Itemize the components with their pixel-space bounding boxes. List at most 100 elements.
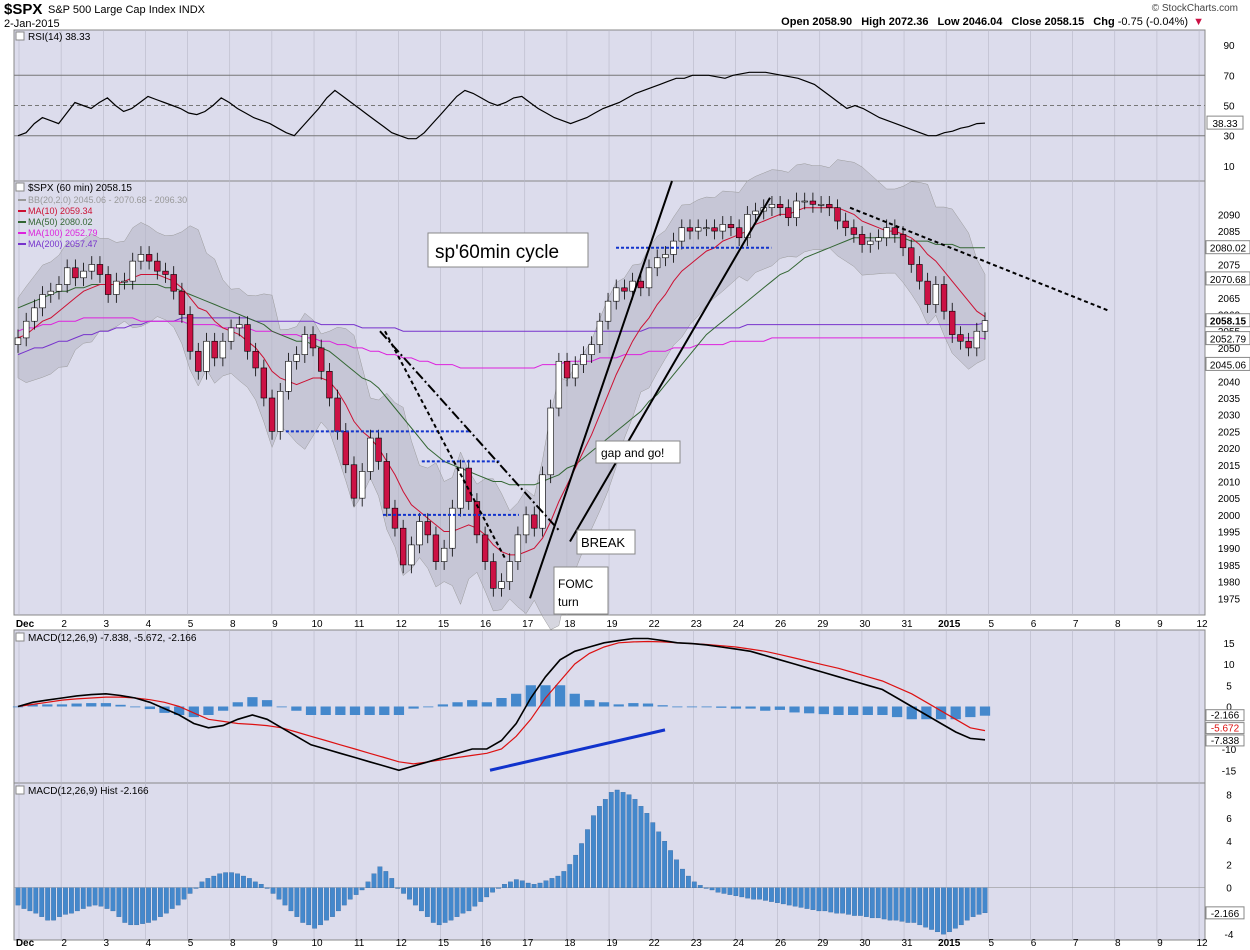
hist-bar — [549, 878, 555, 888]
x-tick-label: 3 — [104, 619, 110, 630]
macd-hist-bar — [906, 706, 917, 720]
macd-value-box — [1205, 709, 1245, 722]
macd-hist-bar — [965, 706, 976, 718]
macd-hist-bar — [891, 706, 903, 718]
hist-bar — [958, 887, 964, 926]
macd-hist-bar — [657, 705, 668, 707]
x-tick-label: 26 — [775, 619, 787, 630]
macd-hist-bar — [554, 685, 566, 707]
x-tick-label-bottom: 26 — [775, 938, 787, 949]
hist-bar — [407, 887, 412, 900]
candle-body — [686, 227, 694, 232]
candle-body — [121, 280, 128, 283]
x-tick-label: 11 — [354, 619, 365, 630]
hist-bar — [288, 887, 294, 912]
rsi-last-value: 38.33 — [1212, 119, 1237, 130]
candle-body — [858, 234, 866, 245]
hist-bar — [852, 887, 857, 916]
hist-bar — [258, 884, 264, 888]
hist-bar — [537, 882, 543, 888]
hist-bar — [733, 887, 739, 896]
hist-last-value: -2.166 — [1211, 909, 1240, 920]
candle-body — [31, 307, 38, 322]
x-tick-label: 17 — [522, 619, 534, 630]
close-label: Close — [1011, 16, 1042, 28]
macd-hist-bar — [393, 706, 405, 715]
macd-hist-bar — [71, 703, 82, 707]
low-label: Low — [937, 16, 960, 28]
hist-bar — [152, 887, 157, 921]
candle-body — [309, 334, 317, 349]
price-tick-label: 2075 — [1218, 260, 1241, 271]
candle-body — [375, 437, 382, 462]
macd-hist-bar — [115, 704, 126, 707]
price-tick-label: 2050 — [1218, 344, 1241, 355]
macd-tick-label: 10 — [1223, 660, 1235, 671]
macd-hist-bar — [511, 693, 522, 707]
hist-tick-label: 4 — [1226, 837, 1232, 848]
brand-watermark: © StockCharts.com — [1151, 3, 1238, 14]
hist-bar — [810, 887, 816, 910]
candle-body — [334, 397, 341, 432]
hist-bar — [235, 873, 240, 888]
hist-tick-label: 2 — [1226, 860, 1232, 871]
symbol: $SPX — [4, 1, 43, 18]
hist-bar — [335, 887, 341, 912]
hist-bar — [769, 887, 774, 902]
x-tick-label-bottom: 16 — [480, 938, 492, 949]
candle-body — [342, 431, 349, 466]
macd-title: MACD(12,26,9) -7.838, -5.672, -2.166 — [28, 633, 197, 644]
candle-body — [203, 340, 210, 372]
candle-body — [916, 264, 923, 282]
x-tick-label-bottom: 9 — [272, 938, 278, 949]
x-tick-label-bottom: 12 — [1197, 938, 1209, 949]
hist-bar — [786, 887, 792, 906]
macd-hist-bar — [379, 706, 390, 715]
hist-bar — [270, 887, 276, 894]
candle-body — [424, 521, 431, 536]
x-tick-label-bottom: 4 — [146, 938, 152, 949]
hist-bar — [146, 887, 151, 923]
candle-body — [531, 514, 538, 529]
candle-body — [654, 257, 661, 269]
candle-body — [875, 237, 882, 242]
candle-body — [973, 330, 980, 349]
hist-bar — [74, 887, 80, 912]
x-tick-label: 22 — [649, 619, 661, 630]
macd-hist-bar — [760, 706, 771, 711]
hist-bar — [122, 887, 128, 923]
x-tick-label-bottom: 2 — [61, 938, 67, 949]
candle-body — [186, 314, 194, 352]
hist-bar — [887, 887, 893, 921]
hist-bar — [632, 799, 638, 888]
annotation-turn: turn — [558, 595, 579, 609]
x-tick-label-bottom: 15 — [438, 938, 450, 949]
macd-hist-bar — [481, 702, 492, 707]
candle-body — [129, 260, 136, 282]
x-tick-label: 31 — [901, 619, 913, 630]
hist-bar — [454, 887, 460, 917]
macd-hist-bar — [27, 704, 38, 707]
hist-bar — [846, 887, 851, 915]
macd-hist-bar — [716, 706, 727, 708]
hist-bar — [893, 887, 899, 921]
hist-bar — [80, 887, 86, 909]
hist-bar — [691, 881, 697, 888]
macd-hist-bar — [598, 702, 610, 707]
legend-entry: BB(20,2.0) 2045.06 - 2070.68 - 2096.30 — [28, 195, 187, 205]
macd-hist-bar — [276, 706, 287, 708]
macd-hist-bar — [862, 706, 873, 715]
hist-bar — [246, 878, 252, 888]
x-tick-label: 12 — [396, 619, 408, 630]
x-tick-label-bottom: 3 — [104, 938, 110, 949]
macd-hist-bar — [496, 698, 507, 707]
macd-line — [17, 637, 986, 772]
candle-body — [514, 534, 522, 562]
hist-bar — [424, 887, 430, 917]
macd-value-label: -7.838 — [1211, 736, 1240, 747]
hist-bar — [158, 887, 163, 917]
price-tick-label: 2015 — [1218, 461, 1241, 472]
legend-entry: MA(10) 2059.34 — [28, 206, 93, 216]
hist-bar — [448, 887, 454, 921]
